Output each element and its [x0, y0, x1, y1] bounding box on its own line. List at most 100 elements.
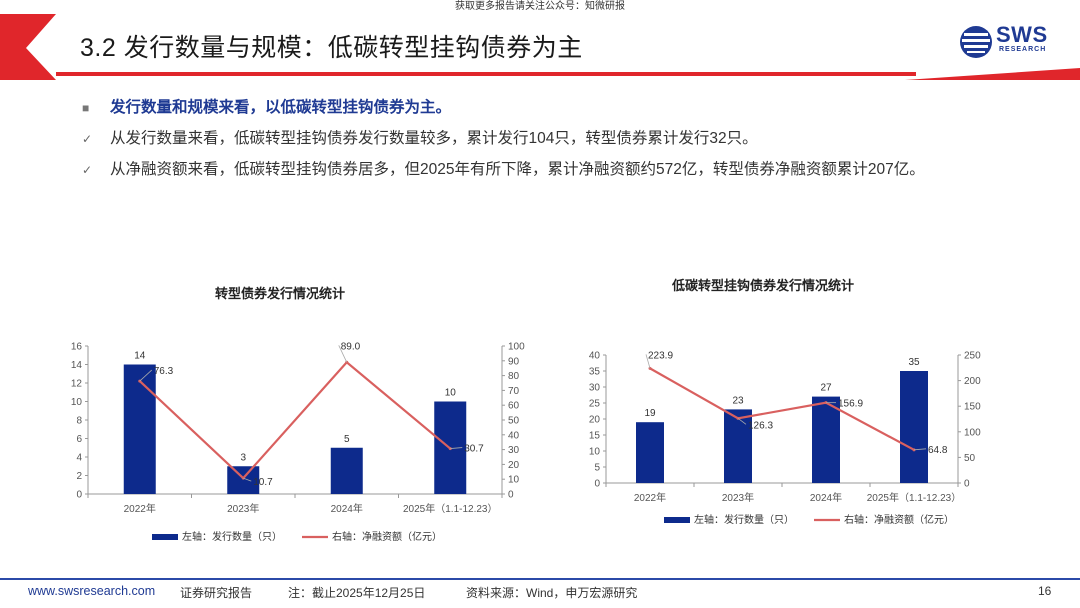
banner-right-wedge: [905, 68, 1080, 80]
logo-word: SWS: [996, 22, 1048, 47]
right-tick-label: 30: [508, 445, 520, 456]
top-note: 获取更多报告请关注公众号：知微研报: [455, 1, 625, 12]
right-tick-label: 50: [508, 416, 520, 427]
bar: [330, 447, 363, 494]
line-data-label: 126.3: [748, 420, 773, 431]
bar-data-label: 19: [644, 408, 656, 419]
right-tick-label: 150: [964, 402, 981, 413]
left-tick-label: 10: [71, 397, 83, 408]
x-tick-label: 2023年: [722, 491, 754, 504]
right-tick-label: 10: [508, 475, 520, 486]
bar-data-label: 27: [820, 383, 832, 394]
square-bullet-icon: ■: [82, 101, 90, 115]
footer-note: 注：截止2025年12月25日: [288, 586, 426, 600]
bar: [636, 422, 664, 483]
right-tick-label: 50: [964, 453, 976, 464]
line-label-leader: [450, 447, 463, 449]
left-tick-label: 2: [76, 471, 82, 482]
right-tick-label: 100: [508, 342, 525, 353]
x-tick-label: 2024年: [810, 491, 842, 504]
left-tick-label: 0: [76, 490, 82, 501]
right-tick-label: 0: [508, 490, 514, 501]
bar-data-label: 14: [134, 351, 146, 362]
chart-low-carbon-linked-bonds: 低碳转型挂钩债券发行情况统计 0 5 10 15 20 25 30 35 40 0 50 100 150 2…: [589, 278, 981, 526]
line-data-label: 223.9: [648, 350, 673, 361]
chart-transition-bonds: 转型债券发行情况统计 0 2 4 6 8 10 12 14 16 0 10 20 30 40 50 60 70 80…: [71, 286, 525, 543]
line-data-label: 76.3: [154, 366, 174, 377]
bar: [724, 409, 752, 483]
right-tick-label: 250: [964, 351, 981, 362]
bar: [227, 466, 260, 494]
legend-bar-swatch: [664, 517, 690, 523]
bar-data-label: 23: [732, 395, 744, 406]
right-tick-label: 100: [964, 427, 981, 438]
line-data-label: 89.0: [341, 341, 361, 352]
legend-bar-label: 左轴：发行数量（只）: [182, 530, 282, 543]
line-data-label: 156.9: [838, 399, 863, 410]
x-tick-label: 2025年（1.1-12.23）: [403, 502, 498, 515]
left-tick-label: 10: [589, 447, 601, 458]
x-tick-label: 2022年: [634, 491, 666, 504]
left-tick-label: 15: [589, 431, 601, 442]
x-tick-label: 2022年: [124, 502, 156, 515]
left-tick-label: 14: [71, 360, 83, 371]
bullet-item: ✓ 从净融资额来看，低碳转型挂钩债券居多，但2025年有所下降，累计净融资额约5…: [80, 158, 1060, 189]
left-tick-label: 30: [589, 383, 601, 394]
footer-report-type: 证券研究报告: [180, 586, 253, 600]
bar-data-label: 10: [445, 388, 457, 399]
line-label-leader: [243, 477, 252, 482]
left-tick-label: 8: [76, 416, 82, 427]
legend-bar-swatch: [152, 534, 178, 540]
right-tick-label: 0: [964, 479, 970, 490]
legend-line-label: 右轴：净融资额（亿元）: [844, 513, 954, 526]
checkmark-icon: ✓: [82, 163, 93, 177]
logo-subtext: RESEARCH: [999, 46, 1047, 53]
bar: [123, 364, 156, 494]
right-tick-label: 90: [508, 356, 520, 367]
x-tick-label: 2025年（1.1-12.23）: [867, 491, 962, 504]
sws-logo-icon: [960, 26, 992, 58]
chart-title: 低碳转型挂钩债券发行情况统计: [671, 278, 854, 293]
left-tick-label: 0: [594, 479, 600, 490]
bar-data-label: 3: [240, 452, 246, 463]
line-data-label: 30.7: [464, 444, 484, 455]
bullet-main-text: 发行数量和规模来看，以低碳转型挂钩债券为主。: [110, 99, 452, 116]
bullet-main: ■ 发行数量和规模来看，以低碳转型挂钩债券为主。: [80, 96, 1060, 127]
right-tick-label: 20: [508, 460, 520, 471]
bar-data-label: 5: [344, 434, 350, 445]
banner-left-arrow: [0, 14, 56, 80]
bullet-list: ■ 发行数量和规模来看，以低碳转型挂钩债券为主。 ✓ 从发行数量来看，低碳转型挂…: [80, 96, 1060, 189]
footer-divider: [0, 578, 1080, 580]
line-label-leader: [645, 354, 651, 369]
bar: [900, 371, 928, 483]
footer-source: 资料来源：Wind，申万宏源研究: [466, 586, 638, 600]
right-tick-label: 70: [508, 386, 520, 397]
banner-underline: [56, 72, 916, 76]
page-number: 16: [1038, 584, 1052, 598]
bullet-item-text: 从净融资额来看，低碳转型挂钩债券居多，但2025年有所下降，累计净融资额约572…: [110, 161, 925, 178]
line-label-leader: [913, 448, 927, 451]
left-tick-label: 16: [71, 342, 83, 353]
line-label-leader: [338, 345, 348, 363]
left-tick-label: 6: [76, 434, 82, 445]
right-tick-label: 80: [508, 371, 520, 382]
right-tick-label: 200: [964, 376, 981, 387]
bullet-item: ✓ 从发行数量来看，低碳转型挂钩债券发行数量较多，累计发行104只，转型债券累计…: [80, 127, 1060, 158]
bar: [812, 396, 840, 483]
chart-title: 转型债券发行情况统计: [215, 286, 345, 301]
left-tick-label: 4: [76, 453, 82, 464]
line-data-label: 10.7: [253, 477, 273, 488]
left-tick-label: 12: [71, 379, 83, 390]
x-tick-label: 2024年: [331, 502, 363, 515]
net-financing-line: [649, 367, 915, 451]
left-tick-label: 5: [594, 463, 600, 474]
net-financing-line: [138, 360, 451, 480]
footer-website-link[interactable]: www.swsresearch.com: [28, 584, 156, 598]
page-title: 3.2 发行数量与规模：低碳转型挂钩债券为主: [80, 34, 583, 62]
right-tick-label: 40: [508, 430, 520, 441]
left-tick-label: 25: [589, 399, 601, 410]
left-tick-label: 40: [589, 351, 601, 362]
x-tick-label: 2023年: [227, 502, 259, 515]
legend-line-label: 右轴：净融资额（亿元）: [332, 530, 442, 543]
line-label-leader: [139, 369, 153, 382]
